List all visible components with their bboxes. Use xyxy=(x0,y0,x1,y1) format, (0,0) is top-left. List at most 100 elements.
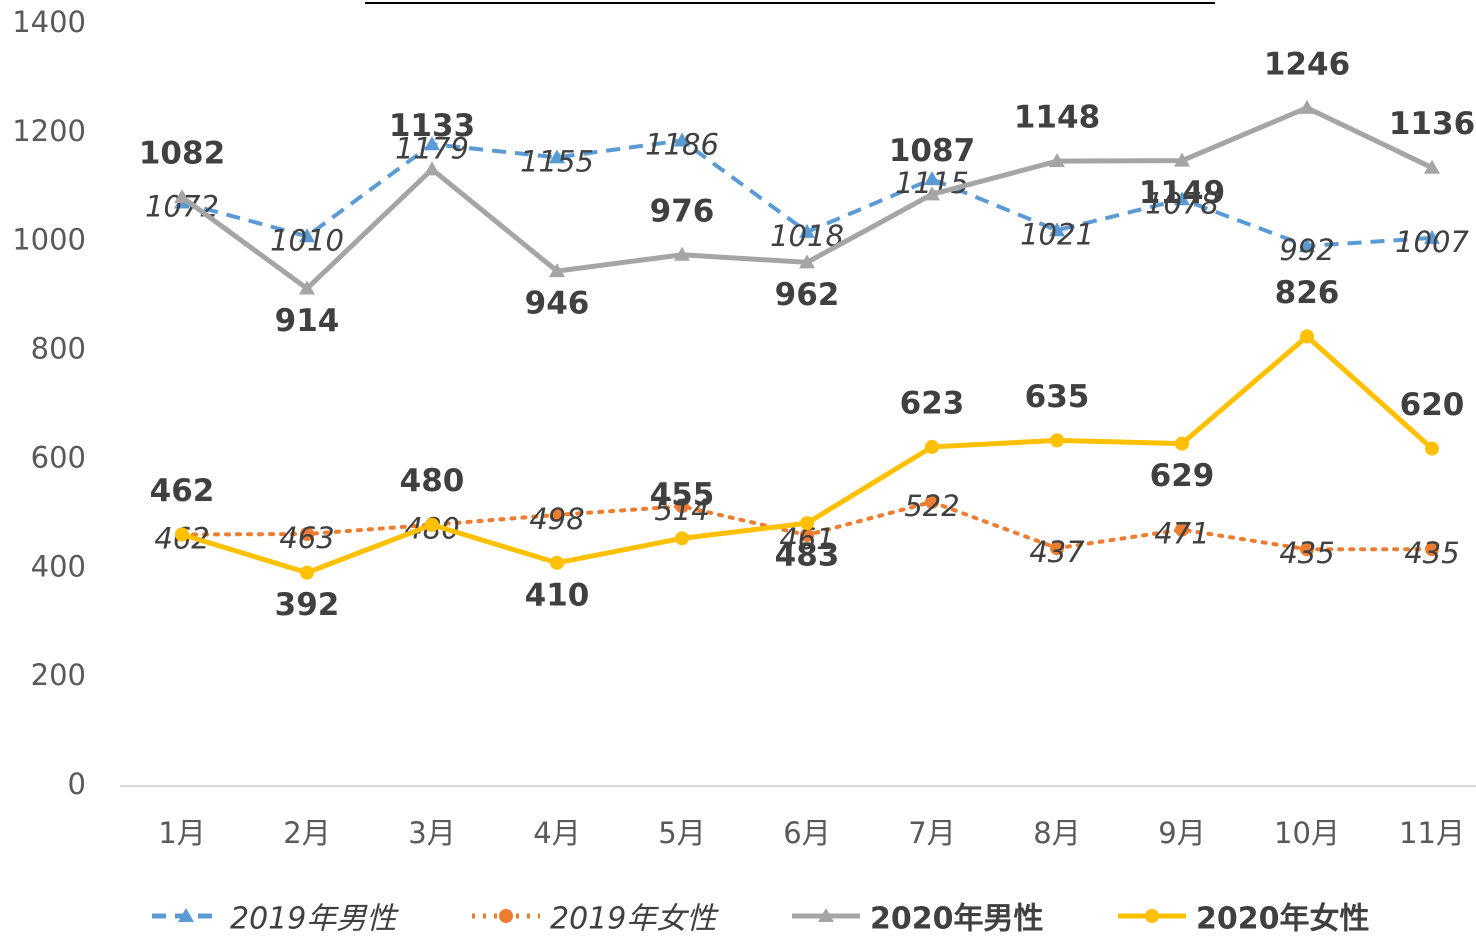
x-tick-label: 11月 xyxy=(1399,816,1465,850)
legend-item: 2020年女性 xyxy=(1118,902,1370,937)
y-tick-label: 0 xyxy=(68,767,86,801)
marker xyxy=(674,132,690,147)
data-label: 392 xyxy=(275,587,340,623)
data-label: 1007 xyxy=(1395,225,1469,259)
marker xyxy=(1299,99,1315,114)
marker xyxy=(1050,433,1064,448)
data-label: 410 xyxy=(525,577,590,613)
data-label: 455 xyxy=(650,477,715,513)
data-label: 992 xyxy=(1279,233,1334,267)
marker xyxy=(175,527,189,542)
data-label: 629 xyxy=(1150,458,1215,494)
marker xyxy=(1174,152,1190,167)
data-label: 1021 xyxy=(1020,217,1094,251)
marker xyxy=(800,516,814,531)
marker xyxy=(424,161,440,176)
y-tick-label: 400 xyxy=(31,549,86,583)
x-tick-label: 4月 xyxy=(533,816,580,850)
data-label: 1186 xyxy=(645,127,719,161)
marker xyxy=(675,531,689,546)
marker xyxy=(1049,222,1065,237)
data-label: 435 xyxy=(1404,536,1459,570)
marker xyxy=(549,149,565,164)
x-tick-label: 9月 xyxy=(1158,816,1205,850)
data-label: 437 xyxy=(1029,535,1085,569)
marker xyxy=(1424,159,1440,174)
data-label: 435 xyxy=(1279,536,1334,570)
x-tick-label: 7月 xyxy=(908,816,955,850)
y-tick-label: 1000 xyxy=(12,223,86,257)
marker xyxy=(499,909,513,923)
marker xyxy=(178,908,194,922)
legend-label: 2020年女性 xyxy=(1196,902,1370,937)
legend-label: 2020年男性 xyxy=(870,902,1044,937)
marker xyxy=(1300,542,1314,557)
marker xyxy=(1175,522,1189,537)
data-label: 1155 xyxy=(520,144,594,178)
marker xyxy=(799,223,815,238)
data-label: 620 xyxy=(1400,387,1465,423)
marker xyxy=(925,494,939,509)
marker xyxy=(800,528,814,543)
data-label: 976 xyxy=(650,193,715,229)
marker xyxy=(549,263,565,278)
data-label: 1078 xyxy=(1145,186,1219,220)
x-tick-label: 3月 xyxy=(408,816,455,850)
legend-item: 2019年男性 xyxy=(152,902,399,937)
data-label: 463 xyxy=(279,521,334,555)
marker xyxy=(299,280,315,295)
y-tick-label: 800 xyxy=(31,332,86,366)
marker xyxy=(924,171,940,186)
data-label: 1149 xyxy=(1139,175,1225,211)
data-label: 623 xyxy=(900,385,965,421)
data-label: 962 xyxy=(775,277,840,313)
data-label: 826 xyxy=(1275,275,1340,311)
marker xyxy=(1300,329,1314,344)
x-tick-label: 8月 xyxy=(1033,816,1080,850)
series: 1082 914 1133 946 976 962 1087 1148 1149 1246 1136 xyxy=(139,46,1475,339)
x-tick-label: 10月 xyxy=(1274,816,1340,850)
y-tick-label: 1400 xyxy=(12,5,86,39)
marker xyxy=(1175,436,1189,451)
data-label: 1148 xyxy=(1014,100,1100,136)
marker xyxy=(300,565,314,580)
marker xyxy=(818,908,834,922)
marker xyxy=(925,439,939,454)
data-label: 1087 xyxy=(889,133,975,169)
marker xyxy=(425,517,439,532)
marker xyxy=(1425,441,1439,456)
marker xyxy=(1050,541,1064,556)
data-label: 480 xyxy=(400,463,465,499)
data-label: 483 xyxy=(775,538,840,574)
marker xyxy=(1299,238,1315,253)
data-label: 1136 xyxy=(1389,106,1475,142)
legend-label: 2019年女性 xyxy=(550,902,719,937)
marker xyxy=(674,246,690,261)
series: 462 392 480 410 455 483 623 635 629 826 620 xyxy=(150,275,1465,623)
marker xyxy=(799,254,815,269)
y-tick-label: 200 xyxy=(31,658,86,692)
data-label: 522 xyxy=(904,489,959,523)
data-label: 1133 xyxy=(389,108,475,144)
data-label: 1082 xyxy=(139,136,225,172)
data-label: 471 xyxy=(1154,517,1209,551)
data-label: 635 xyxy=(1025,379,1090,415)
x-tick-label: 1月 xyxy=(158,816,205,850)
data-label: 462 xyxy=(150,473,215,509)
legend-item: 2019年女性 xyxy=(472,902,719,937)
y-tick-label: 600 xyxy=(31,440,86,474)
x-tick-label: 2月 xyxy=(283,816,330,850)
x-tick-label: 6月 xyxy=(783,816,830,850)
data-label: 1179 xyxy=(395,131,469,165)
marker xyxy=(174,189,190,204)
marker xyxy=(550,555,564,570)
marker xyxy=(1424,229,1440,244)
series: 462463480498514461522437471435435 xyxy=(154,489,1459,570)
y-tick-label: 1200 xyxy=(12,114,86,148)
marker xyxy=(1174,191,1190,206)
marker xyxy=(424,136,440,151)
data-label: 514 xyxy=(654,493,709,527)
legend-label: 2019年男性 xyxy=(230,902,399,937)
